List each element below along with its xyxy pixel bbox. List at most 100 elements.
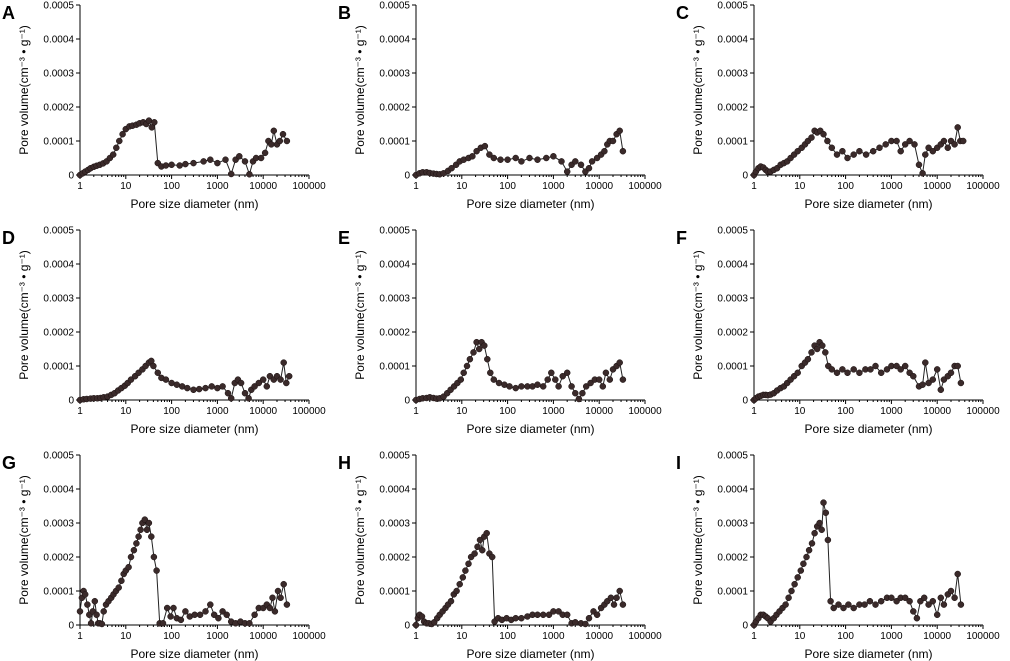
data-point [93,611,100,619]
data-point [619,376,627,383]
data-point [947,587,955,595]
data-point [954,362,961,370]
data-point [526,154,533,162]
data-point [475,345,483,353]
data-point [937,594,945,602]
data-point [588,158,596,165]
data-point [246,620,253,627]
y-tick-label: 0.0001 [379,137,410,148]
x-tick-label: 100 [499,631,516,642]
data-point [568,383,575,390]
data-point [929,376,937,383]
data-point [116,137,123,145]
data-point [151,119,158,126]
x-tick-label: 1 [413,406,419,417]
data-point [84,601,91,608]
y-tick-label: 0.0005 [717,451,748,462]
x-tick-label: 10 [120,631,132,642]
y-tick-label: 0.0001 [43,137,74,148]
data-point [782,601,789,608]
data-point [915,161,923,169]
y-tick-label: 0.0003 [379,519,410,530]
data-point [130,546,138,554]
data-point [856,369,863,377]
data-point [466,355,474,363]
y-tick-label: 0.0004 [43,485,74,496]
panel-g: G 0 0.0001 0.0002 0.0003 0.0004 0.0005 1 10 100 10… [2,451,326,661]
y-tick-label: 0.0001 [379,362,410,373]
data-point [856,147,863,155]
x-tick-label: 1 [413,631,419,642]
data-point [81,591,89,598]
data-point [587,379,594,387]
data-point [163,604,171,612]
x-tick-label: 10 [456,631,468,642]
panel-letter: I [676,453,681,473]
panel-letter: F [676,228,687,248]
y-tick-label: 0.0002 [43,103,74,114]
data-point [271,608,279,615]
x-tick-label: 100000 [292,406,326,417]
data-point [933,366,941,373]
data-point [224,389,232,397]
x-tick-label: 10 [794,181,806,192]
data-point [484,355,491,363]
y-tick-label: 0.0001 [717,362,748,373]
y-tick-label: 0.0004 [43,35,74,46]
data-point [929,147,937,155]
data-point [176,162,183,169]
data-point [869,147,877,155]
data-point [833,151,841,158]
data-point [237,379,245,387]
data-point [214,159,221,167]
x-tick-label: 10000 [249,181,277,192]
data-point [470,349,477,356]
data-point [862,151,870,158]
x-tick-label: 1 [751,631,757,642]
data-point [119,130,126,138]
data-point [559,372,566,380]
panel-e: E 0 0.0001 0.0002 0.0003 0.0004 0.0005 1 10 100 10… [338,226,662,437]
x-tick-label: 100000 [628,631,662,642]
x-tick-label: 100 [163,631,180,642]
data-point [550,153,557,160]
y-tick-label: 0.0001 [717,587,748,598]
x-tick-label: 10000 [923,631,951,642]
data-point [474,543,481,551]
data-point [251,611,258,619]
y-tick-label: 0.0001 [717,137,748,148]
panel-c: C 0 0.0001 0.0002 0.0003 0.0004 0.0005 1 10 100 10… [676,1,1000,212]
data-point [785,594,792,602]
y-tick-label: 0.0004 [379,260,410,271]
y-tick-label: 0.0002 [43,553,74,564]
data-point [593,611,601,619]
data-point [150,553,158,561]
data-point [196,611,204,619]
data-point [259,376,267,383]
y-tick-label: 0.0005 [43,451,74,462]
data-point [813,345,821,353]
data-point [261,149,269,157]
data-point [882,141,889,148]
data-point [473,147,480,155]
data-point [582,620,589,628]
x-tick-label: 1000 [542,631,565,642]
data-point [850,366,857,373]
x-tick-label: 10000 [585,631,613,642]
data-point [822,509,830,517]
y-tick-label: 0.0003 [43,69,74,80]
x-tick-label: 100000 [292,631,326,642]
data-point [616,359,623,366]
y-tick-label: 0.0004 [43,260,74,271]
data-point [845,601,852,608]
x-tick-label: 10000 [249,406,277,417]
data-point [794,574,801,581]
data-point [159,620,167,627]
data-point [606,376,614,383]
y-tick-label: 0 [68,621,74,632]
data-point [483,529,490,537]
data-point [263,383,271,390]
data-point [609,137,617,145]
y-tick-label: 0.0002 [717,103,748,114]
